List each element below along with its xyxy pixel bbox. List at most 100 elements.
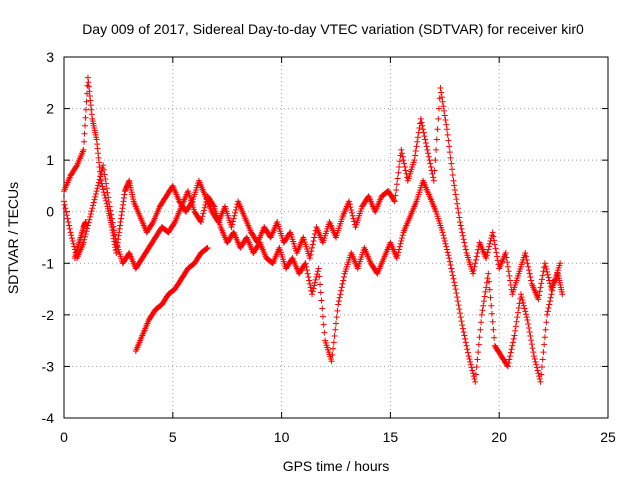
data-point [315, 265, 322, 272]
data-point [198, 216, 205, 223]
data-point [465, 353, 472, 360]
data-point [348, 209, 355, 216]
data-point [449, 166, 456, 173]
data-point [537, 378, 544, 385]
data-point [396, 164, 403, 171]
data-point [66, 225, 73, 232]
data-point [393, 255, 400, 262]
data-point [338, 284, 345, 291]
data-point [104, 189, 111, 196]
data-point [528, 277, 535, 284]
data-point [311, 279, 318, 286]
data-point [459, 232, 466, 239]
data-point [525, 325, 532, 332]
y-tick-labels: 3 2 1 0 -1 -2 -3 -4 [42, 49, 55, 426]
data-point [457, 219, 464, 226]
data-point [446, 143, 453, 150]
data-point [512, 327, 519, 334]
data-point [228, 224, 235, 231]
data-point [61, 198, 67, 205]
data-point [460, 329, 467, 336]
data-point [465, 349, 472, 356]
data-point [493, 249, 500, 256]
data-point [441, 235, 448, 242]
data-point [392, 192, 399, 199]
data-point [426, 157, 433, 164]
data-point [429, 170, 436, 177]
y-tick-label: 1 [46, 152, 54, 168]
data-point [536, 292, 543, 299]
data-point [459, 322, 466, 329]
data-point [339, 280, 346, 287]
data-point [438, 94, 445, 101]
data-point [485, 246, 492, 253]
data-point [468, 364, 475, 371]
data-point [502, 249, 509, 256]
data-point [452, 191, 459, 198]
data-point [519, 296, 526, 303]
data-point [81, 236, 88, 243]
data-point [95, 182, 102, 189]
data-point [451, 182, 458, 189]
data-point [425, 150, 432, 157]
data-point [506, 272, 513, 279]
data-point [399, 232, 406, 239]
data-point [97, 170, 104, 177]
data-point [421, 133, 428, 140]
data-point [68, 235, 75, 242]
data-point [401, 164, 408, 171]
data-point [538, 371, 545, 378]
data-point [441, 107, 448, 114]
data-point [62, 205, 69, 212]
data-point [460, 236, 467, 243]
data-point [232, 209, 239, 216]
data-point [201, 204, 208, 211]
data-point [100, 166, 107, 173]
data-point [105, 194, 112, 201]
data-point [521, 305, 528, 312]
data-point [509, 342, 516, 349]
y-tick-label: -3 [42, 358, 55, 374]
data-point [90, 202, 97, 209]
data-point [481, 293, 488, 300]
data-point [445, 137, 452, 144]
data-point [472, 260, 479, 267]
data-point [469, 367, 476, 374]
data-point [464, 346, 471, 353]
data-point [546, 298, 553, 305]
data-point [523, 314, 530, 321]
data-point [309, 241, 316, 248]
data-point [97, 173, 104, 180]
data-point [442, 240, 449, 247]
data-point [484, 249, 491, 256]
data-point [514, 314, 521, 321]
data-point [444, 131, 451, 138]
data-point [349, 212, 356, 219]
data-point [108, 215, 115, 222]
data-point [517, 291, 524, 298]
data-point [515, 304, 522, 311]
data-point [203, 245, 210, 252]
data-point [286, 230, 293, 237]
data-point [480, 302, 487, 309]
data-point [504, 263, 511, 270]
data-point [503, 254, 510, 261]
data-point [412, 152, 419, 159]
data-point [329, 351, 336, 358]
data-point [486, 240, 493, 247]
data-point [454, 205, 461, 212]
data-point [449, 272, 456, 279]
data-point [475, 349, 482, 356]
data-point [507, 353, 514, 360]
x-tick-label: 0 [60, 429, 68, 445]
data-point [492, 245, 499, 252]
data-point [491, 241, 498, 248]
data-point [94, 185, 101, 192]
data-point [423, 143, 430, 150]
chart-title: Day 009 of 2017, Sidereal Day-to-day VTE… [82, 21, 584, 37]
data-point [490, 233, 497, 240]
data-point [66, 222, 73, 229]
data-point [414, 138, 421, 145]
data-point [533, 364, 540, 371]
